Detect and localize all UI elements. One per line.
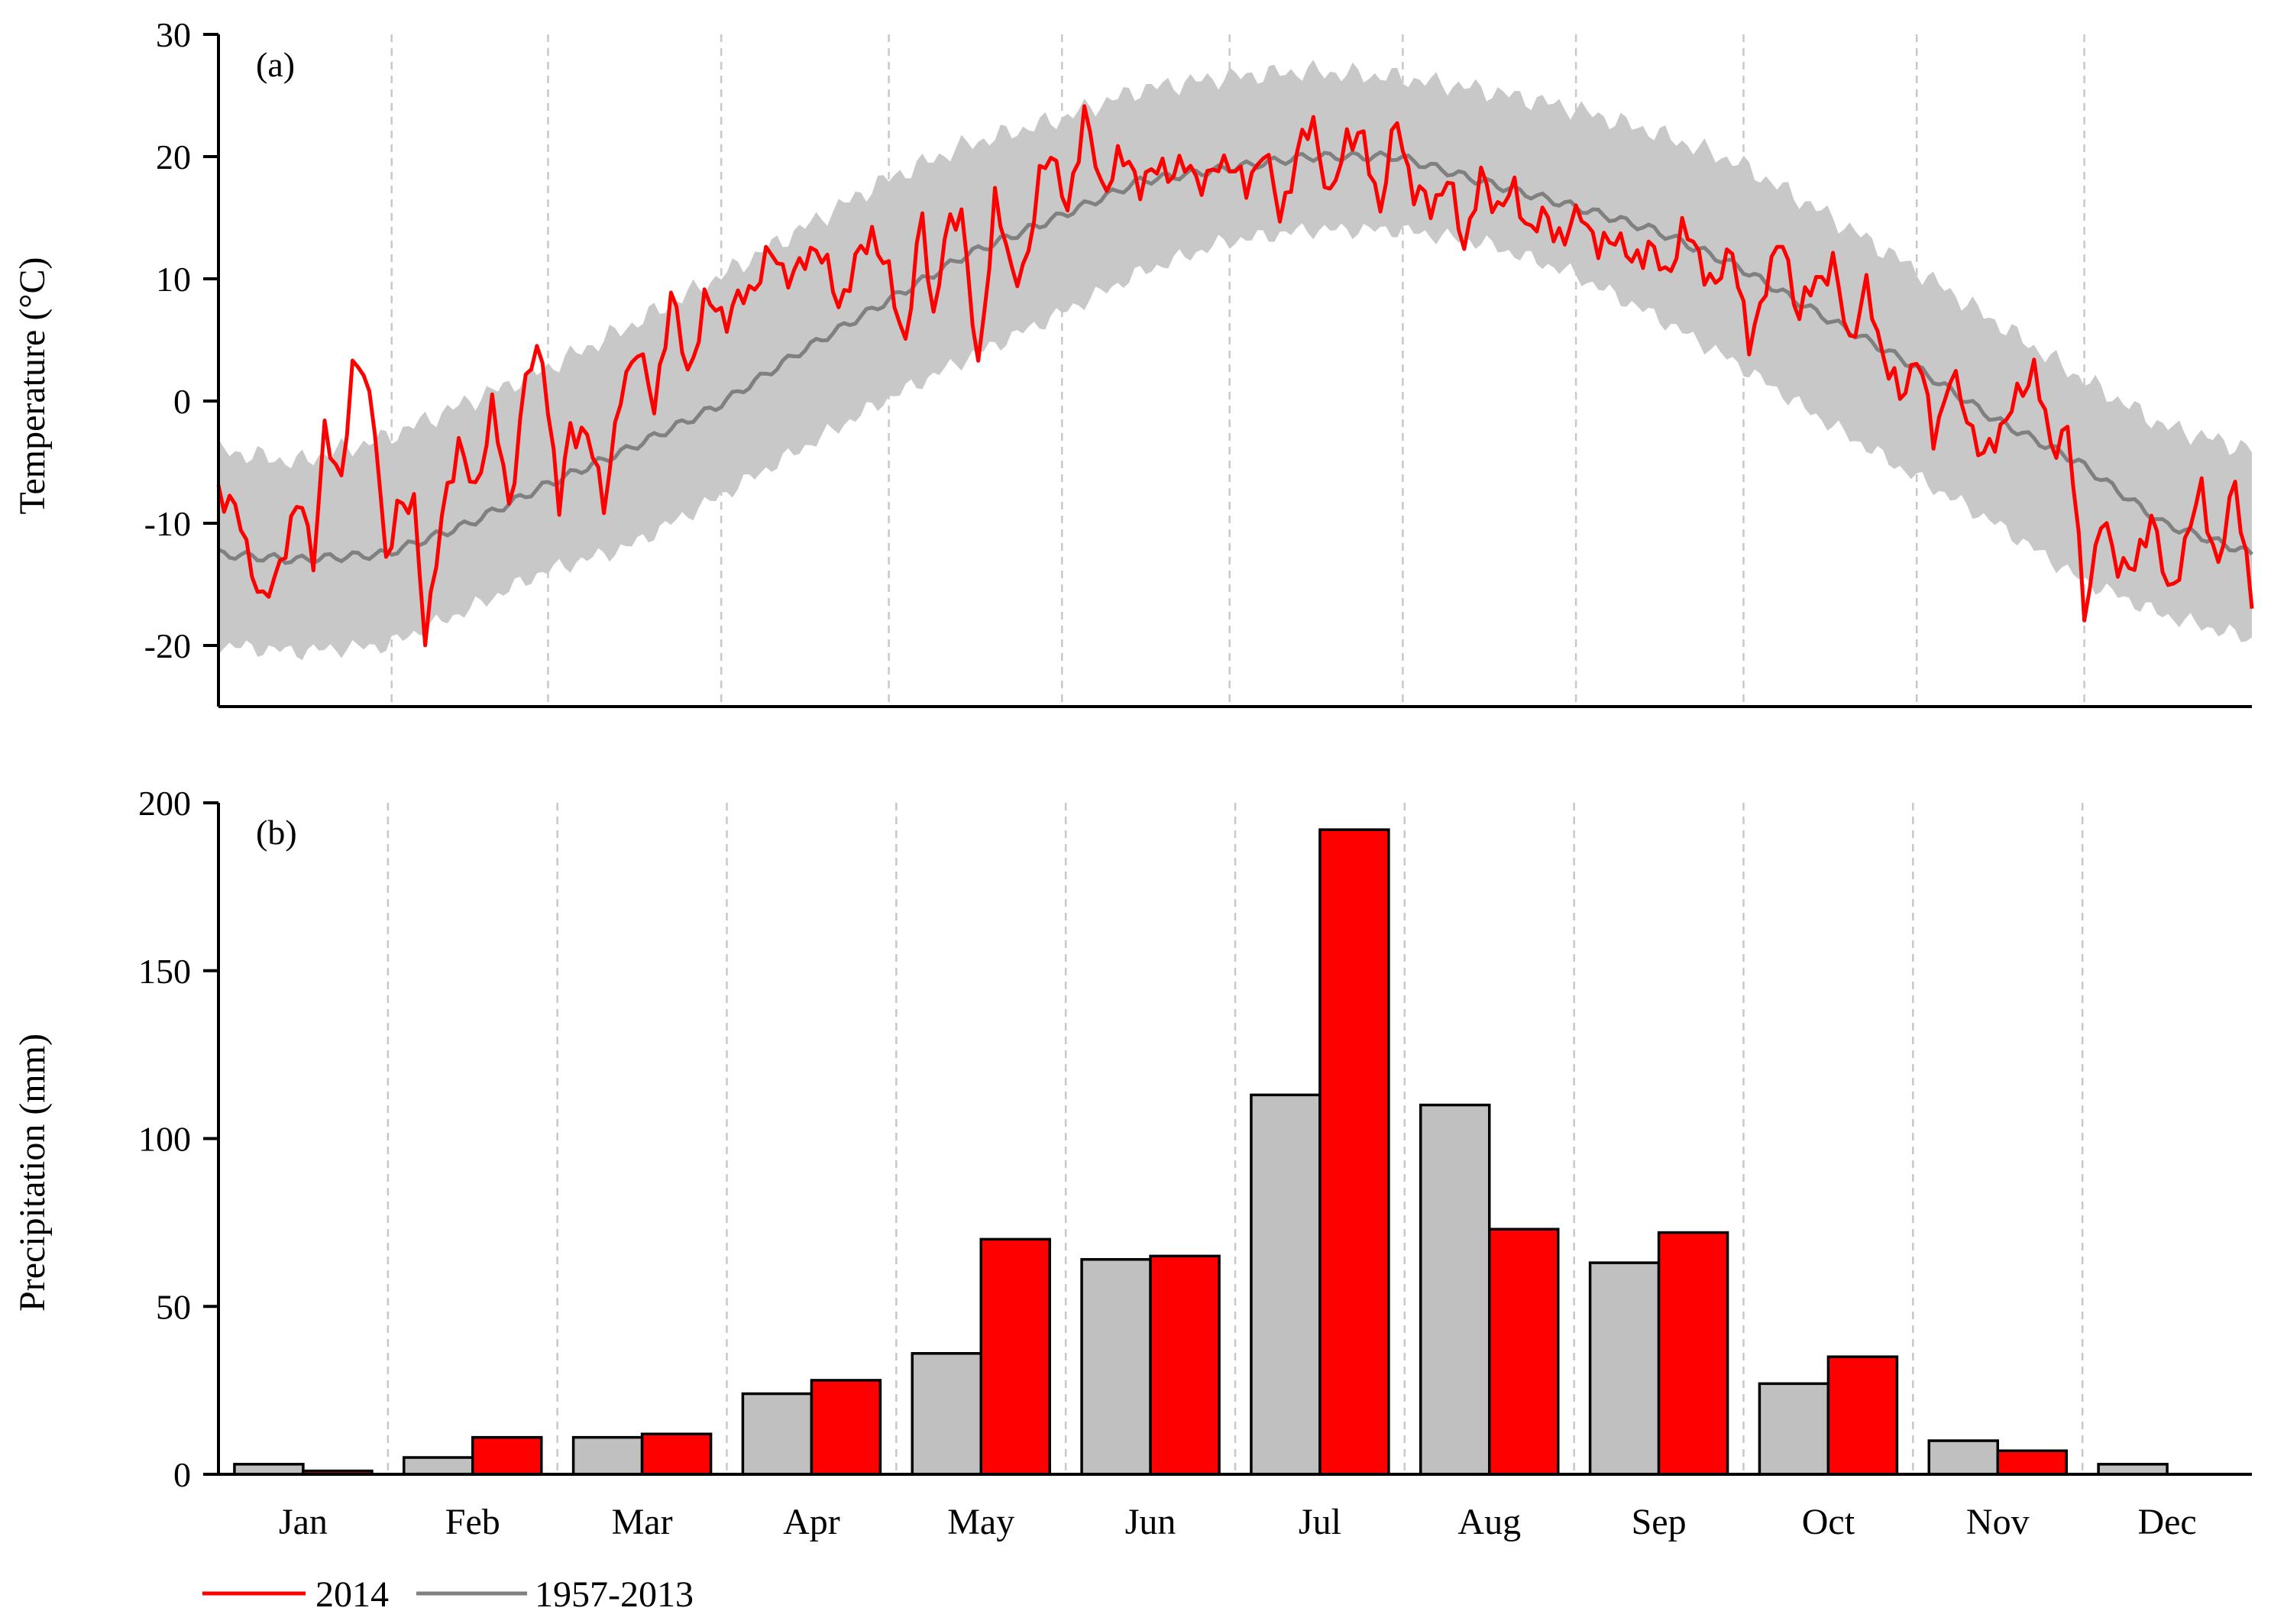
precipitation-bar-2014-feb <box>471 1435 543 1476</box>
precipitation-bar-2014-oct <box>1826 1355 1899 1476</box>
precipitation-bars <box>233 828 2169 1476</box>
month-tick-label: Feb <box>445 1502 500 1542</box>
precipitation-bar-2014-jul <box>1318 828 1390 1476</box>
precipitation-y-tick-label: 50 <box>156 1287 191 1326</box>
temperature-panel-label: (a) <box>256 45 295 84</box>
precipitation-bar-climatology-aug <box>1419 1103 1491 1476</box>
precipitation-month-gridlines <box>387 803 2084 1474</box>
month-tick-label: Apr <box>783 1502 840 1542</box>
temperature-y-tick-label: 10 <box>156 260 191 299</box>
precipitation-y-tick-label: 200 <box>138 784 191 823</box>
precipitation-bar-climatology-jul <box>1250 1093 1322 1476</box>
legend-climatology-label: 1957-2013 <box>535 1574 694 1615</box>
legend: 2014 1957-2013 <box>202 1574 694 1615</box>
precipitation-bar-climatology-apr <box>741 1392 814 1476</box>
month-tick-label: Jan <box>279 1502 328 1542</box>
precipitation-y-tick-label: 0 <box>173 1455 191 1494</box>
precipitation-axes: 0 50 100 150 200 Jan Feb Mar Apr May Jun Jul Aug Sep O… <box>138 784 2252 1542</box>
precipitation-bar-2014-jun <box>1149 1254 1221 1476</box>
month-tick-label: Mar <box>612 1502 673 1542</box>
temperature-y-tick-label: 30 <box>156 15 191 54</box>
precipitation-bar-climatology-mar <box>571 1435 644 1476</box>
precipitation-bar-2014-aug <box>1488 1228 1560 1476</box>
temperature-y-tick-label: -10 <box>144 504 191 543</box>
precipitation-bar-climatology-feb <box>403 1456 474 1476</box>
month-tick-label: Sep <box>1632 1502 1687 1542</box>
month-tick-label: Aug <box>1457 1502 1521 1542</box>
precipitation-bar-climatology-nov <box>1927 1439 1999 1476</box>
precipitation-y-axis-title: Precipitation (mm) <box>12 1034 53 1312</box>
month-tick-label: Dec <box>2137 1502 2196 1542</box>
temperature-2014-line <box>216 104 2254 648</box>
temperature-y-axis-title: Temperature (°C) <box>12 257 53 514</box>
temperature-axes: -20 -10 0 10 20 30 <box>144 15 2252 708</box>
month-tick-label: Oct <box>1802 1502 1855 1542</box>
precipitation-bar-climatology-sep <box>1588 1261 1661 1476</box>
precipitation-bar-climatology-may <box>911 1352 982 1476</box>
temperature-y-tick-label: -20 <box>144 626 191 665</box>
precipitation-y-tick-label: 150 <box>138 952 191 991</box>
month-tick-label: May <box>947 1502 1014 1542</box>
precipitation-y-tick-label: 100 <box>138 1120 191 1159</box>
precipitation-bar-climatology-oct <box>1758 1382 1830 1476</box>
precipitation-bar-2014-nov <box>1996 1449 2068 1476</box>
month-tick-label: Nov <box>1966 1502 2030 1542</box>
temperature-panel: -20 -10 0 10 20 30 (a) Temperature (°C) <box>12 15 2254 708</box>
precipitation-panel: 0 50 100 150 200 Jan Feb Mar Apr May Jun Jul Aug Sep O… <box>12 784 2252 1542</box>
legend-2014-label: 2014 <box>315 1574 389 1615</box>
climatology-range-band <box>218 60 2252 661</box>
temperature-y-tick-label: 20 <box>156 137 191 176</box>
precipitation-bar-2014-may <box>979 1237 1051 1476</box>
precipitation-bar-climatology-jun <box>1080 1257 1152 1476</box>
precipitation-panel-label: (b) <box>256 813 297 852</box>
month-tick-label: Jun <box>1125 1502 1176 1542</box>
temperature-y-tick-label: 0 <box>173 382 191 421</box>
precipitation-bar-2014-apr <box>810 1379 882 1476</box>
precipitation-bar-2014-mar <box>640 1432 713 1476</box>
precipitation-bar-2014-sep <box>1657 1231 1729 1476</box>
month-tick-label: Jul <box>1299 1502 1341 1542</box>
